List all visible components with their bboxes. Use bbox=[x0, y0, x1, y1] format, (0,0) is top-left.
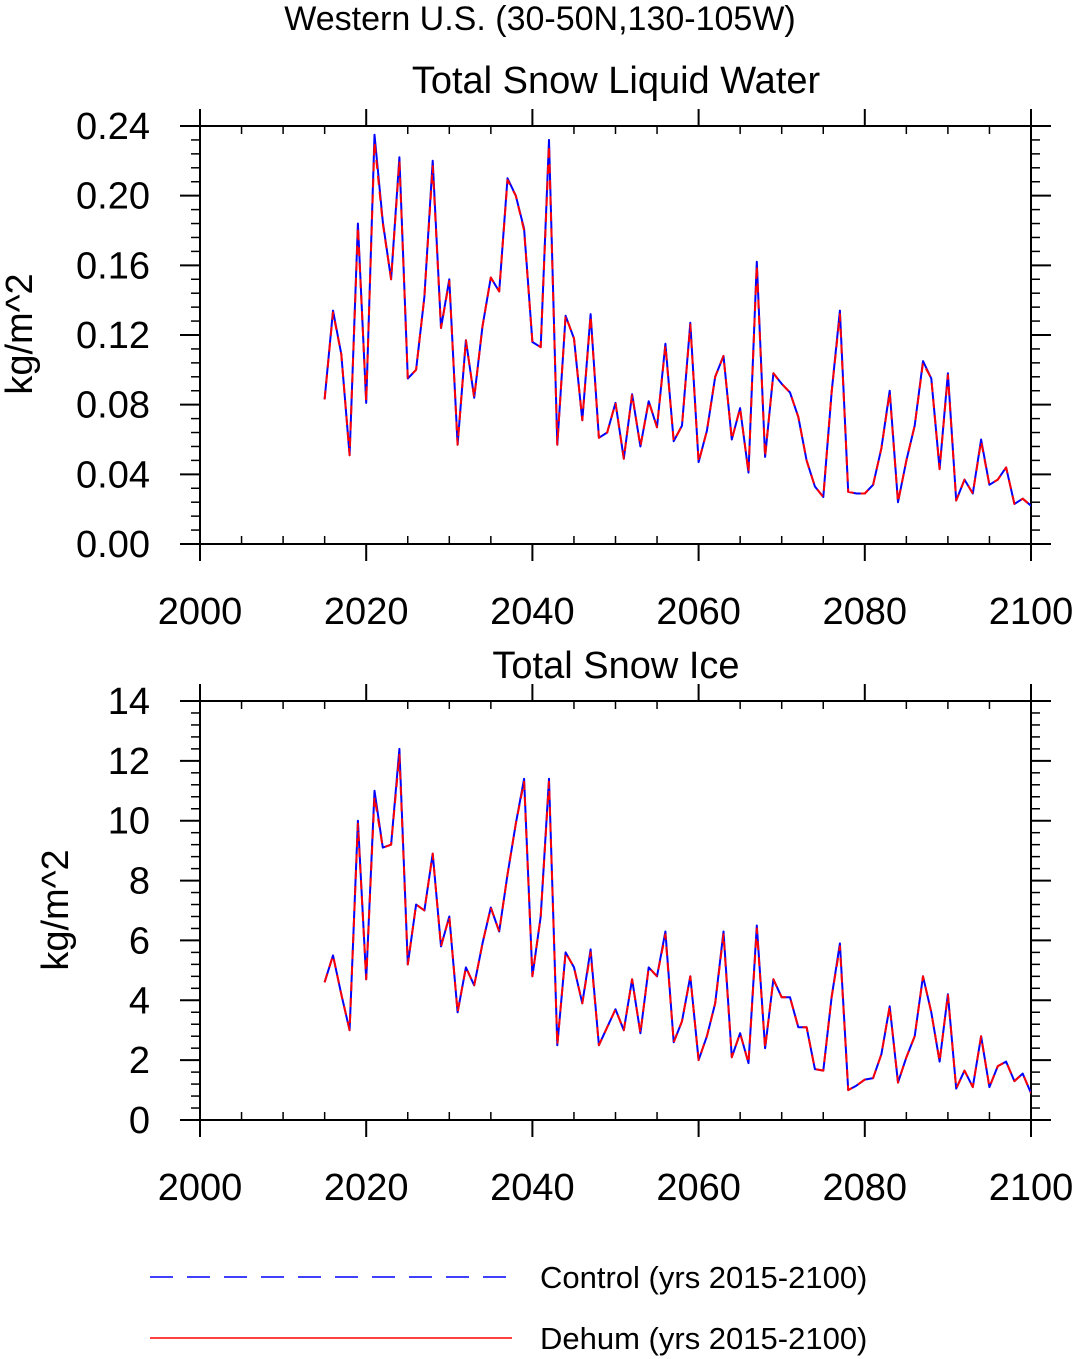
y-tick-label: 6 bbox=[129, 920, 150, 962]
legend-label-control: Control (yrs 2015-2100) bbox=[540, 1260, 867, 1295]
x-tick-label: 2100 bbox=[989, 1167, 1074, 1209]
x-tick-label: 2020 bbox=[324, 591, 409, 633]
x-tick-label: 2040 bbox=[490, 591, 575, 633]
y-tick-label: 0.20 bbox=[76, 176, 150, 218]
y-tick-label: 0.04 bbox=[76, 454, 150, 496]
plot-area: 2000 2020 2040 2060 2080 2100 0 2 4 6 8 10 12 14 bbox=[108, 681, 1074, 1209]
legend-label-dehum: Dehum (yrs 2015-2100) bbox=[540, 1321, 867, 1356]
y-axis-label: kg/m^2 bbox=[0, 273, 41, 394]
y-tick-label: 14 bbox=[108, 681, 150, 723]
y-tick-label: 2 bbox=[129, 1040, 150, 1082]
x-tick-label: 2100 bbox=[989, 591, 1074, 633]
plot-frame bbox=[199, 125, 1032, 545]
x-tick-label: 2040 bbox=[490, 1167, 575, 1209]
y-tick-label: 8 bbox=[129, 861, 150, 903]
y-tick-label: 12 bbox=[108, 741, 150, 783]
y-tick-label: 4 bbox=[129, 980, 150, 1022]
plot-area: 2000 2020 2040 2060 2080 2100 0.00 0.04 0.08 0.12… bbox=[76, 106, 1073, 633]
panel-title: Total Snow Liquid Water bbox=[412, 60, 821, 102]
series-line-dehum bbox=[323, 140, 1031, 507]
panel-title: Total Snow Ice bbox=[492, 645, 739, 687]
y-tick-label: 0.24 bbox=[76, 106, 150, 148]
x-tick-label: 2000 bbox=[158, 1167, 243, 1209]
y-tick-label: 0.00 bbox=[76, 524, 150, 566]
y-tick-label: 0.08 bbox=[76, 385, 150, 427]
series-line-dehum bbox=[323, 753, 1031, 1094]
x-tick-label: 2080 bbox=[823, 1167, 908, 1209]
figure-title: Western U.S. (30-50N,130-105W) bbox=[284, 0, 795, 38]
panel-snow-ice: Total Snow Ice kg/m^2 2000 2020 2040 2060 20… bbox=[35, 645, 1073, 1209]
y-axis-label: kg/m^2 bbox=[35, 849, 77, 970]
x-tick-label: 2000 bbox=[158, 591, 243, 633]
y-tick-label: 0 bbox=[129, 1100, 150, 1142]
x-tick-label: 2080 bbox=[823, 591, 908, 633]
y-tick-label: 10 bbox=[108, 801, 150, 843]
legend: Control (yrs 2015-2100) Dehum (yrs 2015-… bbox=[150, 1260, 867, 1356]
x-tick-label: 2060 bbox=[656, 1167, 741, 1209]
panel-snow-liquid-water: Total Snow Liquid Water kg/m^2 2000 2020 2… bbox=[0, 60, 1073, 633]
y-tick-label: 0.16 bbox=[76, 245, 150, 287]
x-tick-label: 2060 bbox=[656, 591, 741, 633]
series-line-control bbox=[323, 133, 1031, 507]
y-tick-label: 0.12 bbox=[76, 315, 150, 357]
series-line-control bbox=[323, 747, 1031, 1094]
x-tick-label: 2020 bbox=[324, 1167, 409, 1209]
